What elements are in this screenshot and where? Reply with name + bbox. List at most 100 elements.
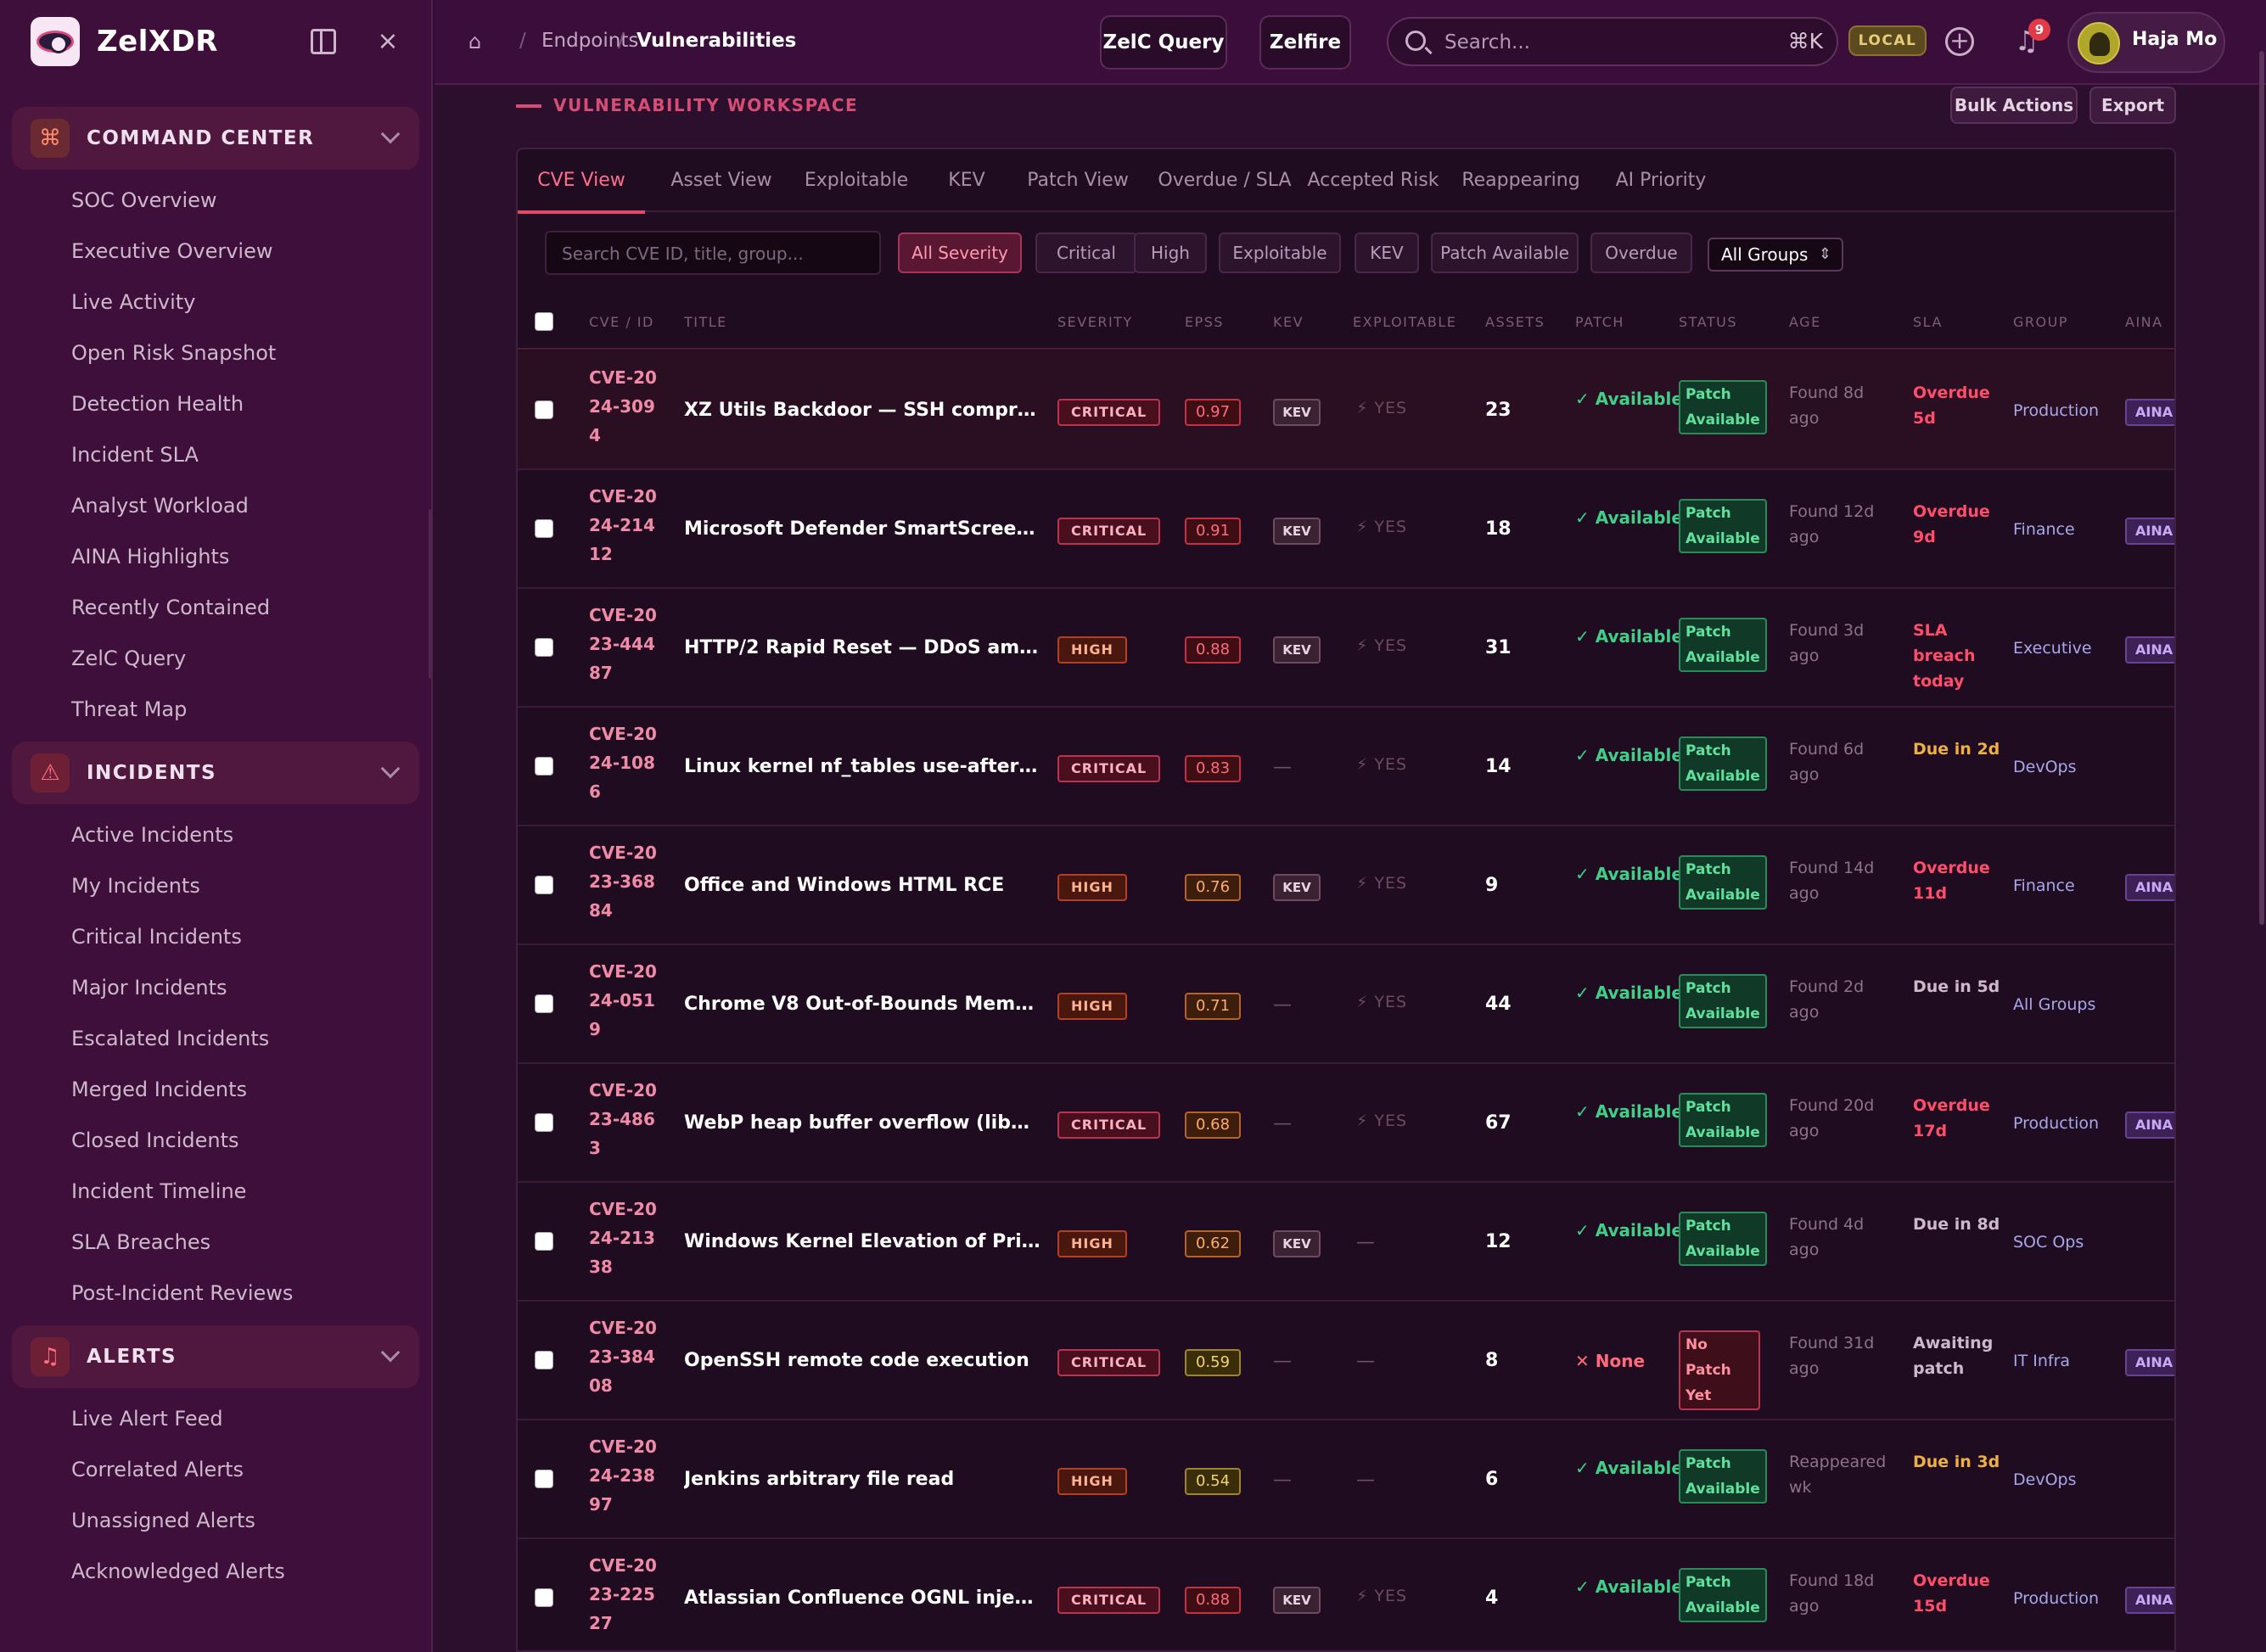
sidebar-item-acknowledged-alerts[interactable]: Acknowledged Alerts [71,1560,285,1583]
column-header-exploitable[interactable]: EXPLOITABLE [1353,314,1457,330]
sidebar-item-active-incidents[interactable]: Active Incidents [71,823,234,847]
table-row[interactable]: CVE-2023-4863 WebP heap buffer overflow (… [518,1064,2174,1183]
section-command-center[interactable]: ⌘ COMMAND CENTER [12,107,419,170]
row-checkbox[interactable] [535,519,553,538]
cve-id-link[interactable]: CVE-2023-44487 [589,605,657,683]
aina-badge[interactable]: AINA [2125,1112,2174,1139]
sidebar-item-escalated-incidents[interactable]: Escalated Incidents [71,1027,270,1050]
sidebar-item-unassigned-alerts[interactable]: Unassigned Alerts [71,1509,255,1532]
asset-count[interactable]: 12 [1485,1231,1512,1252]
filter-chip-all-severity[interactable]: All Severity [898,232,1022,273]
column-header-title[interactable]: TITLE [684,314,727,330]
filter-chip-overdue[interactable]: Overdue [1590,232,1692,273]
chevron-down-icon[interactable] [380,124,401,144]
asset-group[interactable]: SOC Ops [2013,1233,2084,1252]
chevron-down-icon[interactable] [380,759,401,779]
sidebar-toggle-icon[interactable] [311,29,336,54]
asset-count[interactable]: 31 [1485,637,1512,658]
table-row[interactable]: CVE-2023-44487 HTTP/2 Rapid Reset — DDoS … [518,589,2174,708]
add-icon[interactable]: + [1945,27,1974,56]
chevron-down-icon[interactable] [380,1342,401,1363]
section-incidents[interactable]: ⚠ INCIDENTS [12,742,419,804]
vuln-title[interactable]: Windows Kernel Elevation of Privilege [684,1231,1040,1252]
aina-badge[interactable]: AINA [2125,1349,2174,1376]
tab-patch-view[interactable]: Patch View [1027,170,1129,191]
vuln-title[interactable]: HTTP/2 Rapid Reset — DDoS amplificati... [684,637,1040,658]
row-checkbox[interactable] [535,1351,553,1369]
vuln-title[interactable]: XZ Utils Backdoor — SSH compromise r... [684,400,1040,421]
filter-chip-exploitable[interactable]: Exploitable [1219,232,1341,273]
table-row[interactable]: CVE-2024-3094 XZ Utils Backdoor — SSH com… [518,351,2174,470]
asset-group[interactable]: All Groups [2013,995,2096,1014]
table-row[interactable]: CVE-2024-0519 Chrome V8 Out-of-Bounds Mem… [518,945,2174,1064]
table-row[interactable]: CVE-2023-22527 Atlassian Confluence OGNL … [518,1539,2174,1650]
column-header-aina[interactable]: AINA [2125,314,2163,330]
asset-count[interactable]: 4 [1485,1588,1499,1609]
sidebar-item-incident-sla[interactable]: Incident SLA [71,443,199,467]
asset-group[interactable]: Production [2013,1114,2100,1133]
tab-reappearing[interactable]: Reappearing [1461,170,1580,191]
asset-count[interactable]: 9 [1485,875,1499,896]
aina-badge[interactable]: AINA [2125,518,2174,545]
sidebar-item-live-alert-feed[interactable]: Live Alert Feed [71,1407,223,1431]
sidebar-item-live-activity[interactable]: Live Activity [71,290,196,314]
aina-badge[interactable]: AINA [2125,874,2174,901]
sidebar-item-incident-timeline[interactable]: Incident Timeline [71,1179,247,1203]
aina-badge[interactable]: AINA [2125,399,2174,426]
table-row[interactable]: CVE-2023-36884 Office and Windows HTML RC… [518,826,2174,945]
sidebar-item-zelc-query[interactable]: ZelC Query [71,647,187,670]
tab-accepted-risk[interactable]: Accepted Risk [1307,170,1439,191]
tab-overdue-sla[interactable]: Overdue / SLA [1158,170,1292,191]
vuln-title[interactable]: Atlassian Confluence OGNL injection [684,1588,1040,1609]
column-header-cve-id[interactable]: CVE / ID [589,314,654,330]
asset-count[interactable]: 44 [1485,994,1512,1015]
user-menu[interactable]: Haja Mo [2067,12,2225,73]
sidebar-item-aina-highlights[interactable]: AINA Highlights [71,545,230,568]
zelc-query-button[interactable]: ZelC Query [1100,15,1227,70]
asset-count[interactable]: 67 [1485,1112,1512,1134]
column-header-sla[interactable]: SLA [1913,314,1943,330]
asset-count[interactable]: 14 [1485,756,1512,777]
column-header-assets[interactable]: ASSETS [1485,314,1545,330]
column-header-age[interactable]: AGE [1789,314,1821,330]
sidebar-item-threat-map[interactable]: Threat Map [71,697,188,721]
cve-id-link[interactable]: CVE-2023-4863 [589,1080,657,1158]
asset-count[interactable]: 8 [1485,1350,1499,1371]
tab-cve-view[interactable]: CVE View [518,149,645,214]
vuln-title[interactable]: Office and Windows HTML RCE [684,875,1005,896]
asset-group[interactable]: Finance [2013,520,2075,539]
asset-count[interactable]: 18 [1485,518,1512,540]
sidebar-item-correlated-alerts[interactable]: Correlated Alerts [71,1458,244,1481]
table-row[interactable]: CVE-2023-38408 OpenSSH remote code execut… [518,1302,2174,1420]
cve-id-link[interactable]: CVE-2024-21338 [589,1199,657,1277]
column-header-severity[interactable]: SEVERITY [1057,314,1133,330]
asset-count[interactable]: 6 [1485,1469,1499,1490]
sidebar-item-major-incidents[interactable]: Major Incidents [71,976,227,1000]
cve-search-input[interactable] [562,239,867,268]
cve-id-link[interactable]: CVE-2023-22527 [589,1555,657,1633]
home-icon[interactable]: ⌂ [468,30,482,53]
cve-id-link[interactable]: CVE-2024-0519 [589,961,657,1039]
asset-group[interactable]: Production [2013,401,2100,420]
cve-id-link[interactable]: CVE-2024-23897 [589,1436,657,1515]
export-button[interactable]: Export [2089,87,2176,124]
table-row[interactable]: CVE-2024-21338 Windows Kernel Elevation o… [518,1183,2174,1302]
column-header-patch[interactable]: PATCH [1575,314,1624,330]
asset-group[interactable]: Production [2013,1589,2100,1608]
sidebar-item-detection-health[interactable]: Detection Health [71,392,244,416]
row-checkbox[interactable] [535,1113,553,1132]
filter-chip-kev[interactable]: KEV [1355,232,1419,273]
row-checkbox[interactable] [535,1232,553,1251]
asset-group[interactable]: DevOps [2013,1470,2077,1489]
breadcrumb-endpoints[interactable]: Endpoints [541,30,639,52]
row-checkbox[interactable] [535,876,553,894]
column-header-kev[interactable]: KEV [1273,314,1304,330]
filter-chip-critical[interactable]: Critical [1035,232,1137,273]
sidebar-item-open-risk-snapshot[interactable]: Open Risk Snapshot [71,341,277,365]
sidebar-item-soc-overview[interactable]: SOC Overview [71,188,217,212]
sidebar-item-executive-overview[interactable]: Executive Overview [71,239,273,263]
cve-id-link[interactable]: CVE-2024-21412 [589,486,657,564]
tab-kev[interactable]: KEV [948,170,985,191]
cve-id-link[interactable]: CVE-2023-36884 [589,843,657,921]
row-checkbox[interactable] [535,400,553,419]
